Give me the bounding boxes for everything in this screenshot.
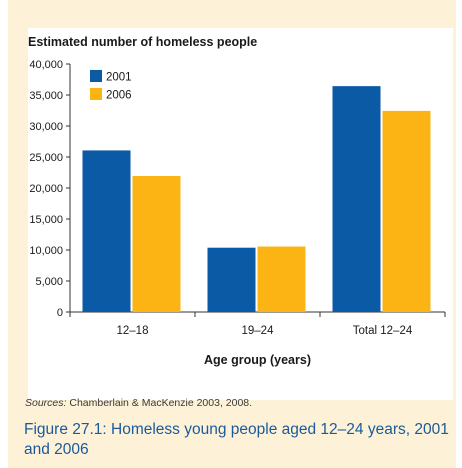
y-tick-label: 25,000	[29, 152, 63, 164]
bar-2006-0	[132, 175, 181, 312]
y-axis-title: Estimated number of homeless people	[28, 35, 257, 49]
figure-caption: Figure 27.1: Homeless young people aged …	[24, 421, 449, 458]
source-text: Chamberlain & MacKenzie 2003, 2008.	[69, 397, 253, 409]
source-prefix: Sources:	[25, 397, 67, 409]
y-tick-label: 0	[57, 307, 63, 319]
y-tick-label: 30,000	[29, 121, 63, 133]
figure-panel: Estimated number of homeless people 0 5,00…	[8, 0, 456, 468]
y-tick-label: 10,000	[29, 245, 63, 257]
y-tick-label: 5,000	[35, 276, 63, 288]
x-tick-label: Total 12–24	[353, 325, 413, 337]
x-axis-title: Age group (years)	[204, 353, 311, 367]
x-tick-label: 12–18	[117, 325, 149, 337]
bar-chart: Estimated number of homeless people 0 5,00…	[28, 35, 446, 367]
bar-2001-0	[82, 150, 131, 312]
legend-swatch-2006	[90, 88, 102, 100]
legend-label: 2006	[106, 90, 132, 102]
figure-source: Sources: Chamberlain & MacKenzie 2003, 2…	[25, 397, 252, 409]
bar-2001-2	[332, 86, 381, 312]
y-tick-label: 40,000	[29, 59, 63, 71]
y-tick-label: 35,000	[29, 90, 63, 102]
x-tick-label: 19–24	[242, 325, 275, 337]
legend-swatch-2001	[90, 70, 102, 82]
bar-2006-1	[257, 246, 306, 312]
legend-label: 2001	[106, 72, 132, 84]
y-tick-label: 15,000	[29, 214, 63, 226]
bar-2006-2	[382, 110, 431, 312]
y-tick-label: 20,000	[29, 183, 63, 195]
bar-2001-1	[207, 247, 256, 312]
